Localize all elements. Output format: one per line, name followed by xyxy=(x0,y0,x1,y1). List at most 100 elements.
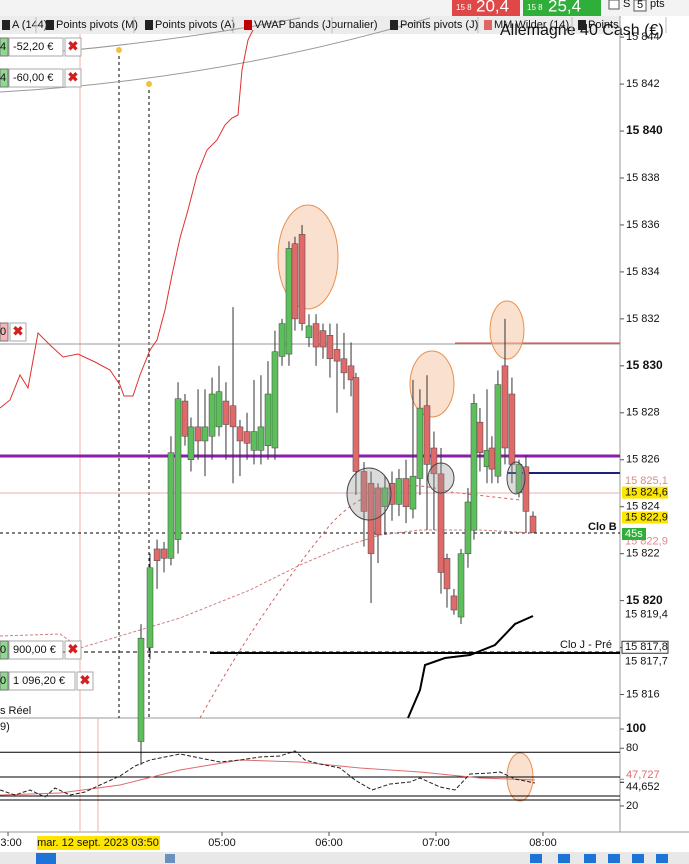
osc-value-label: 47,727 xyxy=(626,769,660,781)
tab-label[interactable]: MM Wilder (14) xyxy=(494,19,569,31)
order-close[interactable] xyxy=(64,640,82,660)
candle-body xyxy=(450,595,458,611)
tab-label[interactable]: Points xyxy=(588,19,619,31)
candle-body xyxy=(285,248,293,355)
candle-body xyxy=(367,482,375,554)
osc-tick-label: 80 xyxy=(626,742,638,754)
candle-body xyxy=(457,553,465,618)
order-qty: 0 xyxy=(0,675,6,687)
y-tick-label: 15 842 xyxy=(626,78,660,90)
x-tick-label: 05:00 xyxy=(208,837,236,849)
candle-body xyxy=(381,487,389,507)
price-label: 15 819,4 xyxy=(625,609,668,621)
candle-body xyxy=(264,393,272,446)
toolbar-icon[interactable] xyxy=(608,854,620,863)
timer: 45s xyxy=(625,528,643,540)
candle-body xyxy=(229,405,237,428)
tab-swatch[interactable] xyxy=(244,20,252,30)
highlight-circle xyxy=(427,462,455,494)
indicator-layer xyxy=(0,17,620,832)
tab-swatch[interactable] xyxy=(46,20,54,30)
level-note: Clo B xyxy=(588,521,617,533)
candle-body xyxy=(388,482,396,505)
candle-body xyxy=(476,421,484,453)
osc-line xyxy=(0,750,536,798)
candle-body xyxy=(409,475,417,510)
checkbox[interactable] xyxy=(608,0,620,10)
y-tick-label: 15 838 xyxy=(626,172,660,184)
tab-swatch[interactable] xyxy=(484,20,492,30)
toolbar-icon[interactable] xyxy=(530,854,542,863)
y-tick-label: 15 836 xyxy=(626,219,660,231)
qty-unit: pts xyxy=(650,0,665,10)
order-qty-box[interactable] xyxy=(0,37,9,57)
candle-body xyxy=(243,431,251,444)
price-label-bg xyxy=(622,511,668,524)
qty-box[interactable] xyxy=(633,0,647,12)
order-pnl-box xyxy=(8,68,64,88)
candle-body xyxy=(271,351,279,449)
ask-box[interactable] xyxy=(523,0,601,16)
left-note: 9) xyxy=(0,721,10,733)
tab-label[interactable]: VWAP bands (Journalier) xyxy=(254,19,378,31)
tab-label[interactable]: Points pivots (M) xyxy=(56,19,138,31)
candle-body xyxy=(305,325,313,338)
tab-swatch[interactable] xyxy=(390,20,398,30)
order-close-icon: ✖ xyxy=(68,641,79,656)
candle-body xyxy=(470,403,478,531)
tab-swatch[interactable] xyxy=(2,20,10,30)
x-tick-label: 07:00 xyxy=(422,837,450,849)
order-qty-box[interactable] xyxy=(0,640,9,660)
order-close[interactable] xyxy=(76,671,94,691)
order-qty-box[interactable] xyxy=(0,671,9,691)
toolbar-icon[interactable] xyxy=(656,854,668,863)
toolbar-icon[interactable] xyxy=(584,854,596,863)
y-tick-label: 15 824 xyxy=(626,501,660,513)
y-tick-label: 15 820 xyxy=(626,593,663,607)
candle-body xyxy=(352,377,360,472)
order-close[interactable] xyxy=(64,68,82,88)
osc-value-label: 44,652 xyxy=(626,781,660,793)
order-qty: 0 xyxy=(0,644,6,656)
candle-body xyxy=(222,400,230,425)
toolbar-icon[interactable] xyxy=(36,853,56,864)
moving-average-line xyxy=(0,29,254,409)
bid-box[interactable] xyxy=(452,0,520,16)
candle-body xyxy=(464,501,472,554)
order-close[interactable] xyxy=(64,37,82,57)
candle-body xyxy=(416,407,424,479)
order-qty: 0 xyxy=(0,326,6,338)
candle-body xyxy=(437,473,445,573)
candle-body xyxy=(153,548,161,561)
order-close-icon: ✖ xyxy=(80,672,91,687)
candle-body xyxy=(326,335,334,360)
candle-body xyxy=(333,349,341,362)
y-tick-label: 15 844 xyxy=(626,31,660,43)
toolbar-icon[interactable] xyxy=(558,854,570,863)
order-pnl-box xyxy=(8,37,64,57)
candle-body xyxy=(402,478,410,507)
tab-bar xyxy=(0,16,620,34)
bid-prefix: 15 8 xyxy=(456,3,472,12)
order-pnl: -52,20 € xyxy=(13,41,53,53)
candle-body xyxy=(319,330,327,348)
tab-label[interactable]: A (144) xyxy=(12,19,47,31)
candle-body xyxy=(278,323,286,357)
order-close[interactable] xyxy=(9,322,27,342)
order-close-icon: ✖ xyxy=(68,69,79,84)
candle-body xyxy=(443,558,451,590)
tab-swatch[interactable] xyxy=(578,20,586,30)
candle-body xyxy=(236,426,244,442)
price-label: 15 817,8 xyxy=(625,641,668,653)
tab-label[interactable]: Points pivots (A) xyxy=(155,19,235,31)
toolbar-icon[interactable] xyxy=(632,854,644,863)
tab-swatch[interactable] xyxy=(145,20,153,30)
toolbar-icon[interactable] xyxy=(165,854,175,863)
y-tick-label: 15 834 xyxy=(626,266,660,278)
candle-body xyxy=(215,391,223,428)
order-qty-box[interactable] xyxy=(0,322,9,342)
order-qty-box[interactable] xyxy=(0,68,9,88)
candle-body xyxy=(250,431,258,451)
tab-label[interactable]: Points pivots (J) xyxy=(400,19,478,31)
